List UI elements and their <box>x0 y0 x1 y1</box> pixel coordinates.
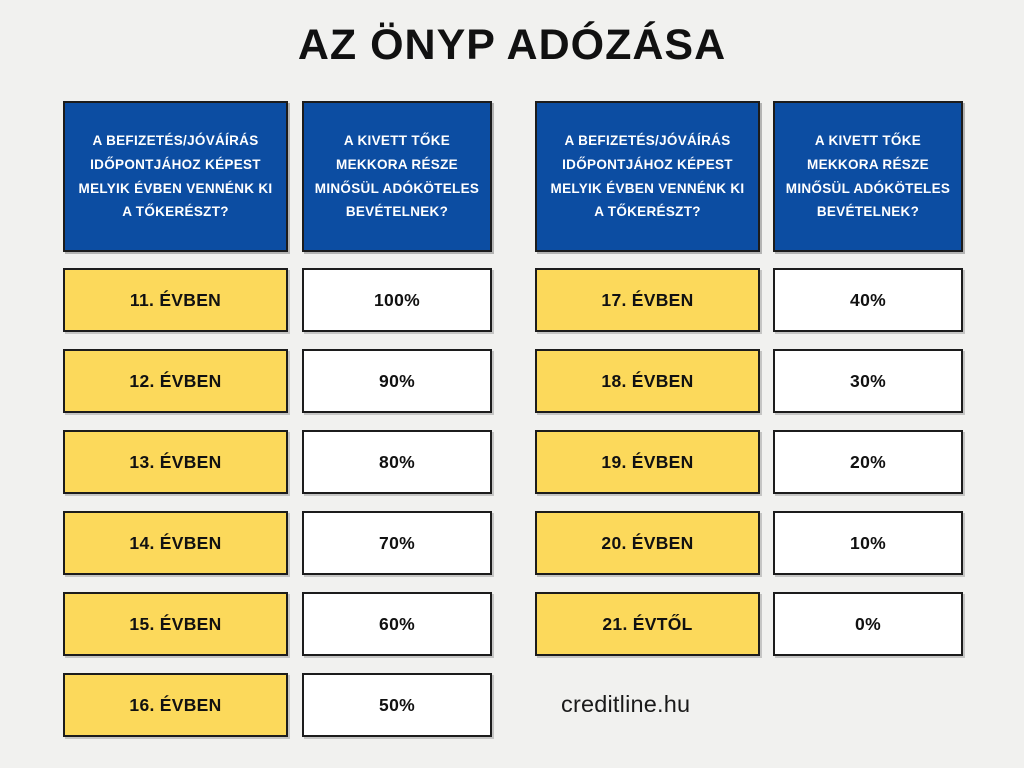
year-cell: 16. ÉVBEN <box>63 673 288 737</box>
percent-cell: 0% <box>773 592 963 656</box>
year-cell: 12. ÉVBEN <box>63 349 288 413</box>
percent-cell: 80% <box>302 430 492 494</box>
year-cell: 13. ÉVBEN <box>63 430 288 494</box>
percent-cell: 100% <box>302 268 492 332</box>
percent-cell: 30% <box>773 349 963 413</box>
year-cell: 19. ÉVBEN <box>535 430 760 494</box>
year-cell: 17. ÉVBEN <box>535 268 760 332</box>
percent-cell: 10% <box>773 511 963 575</box>
percent-cell: 70% <box>302 511 492 575</box>
header-question-year-right: A BEFIZETÉS/JÓVÁÍRÁS IDŐPONTJÁHOZ KÉPEST… <box>535 101 760 252</box>
year-cell: 14. ÉVBEN <box>63 511 288 575</box>
page-title: AZ ÖNYP ADÓZÁSA <box>297 21 727 69</box>
header-question-year-left: A BEFIZETÉS/JÓVÁÍRÁS IDŐPONTJÁHOZ KÉPEST… <box>63 101 288 252</box>
year-cell: 20. ÉVBEN <box>535 511 760 575</box>
year-cell: 18. ÉVBEN <box>535 349 760 413</box>
percent-cell: 20% <box>773 430 963 494</box>
percent-cell: 40% <box>773 268 963 332</box>
year-cell: 21. ÉVTŐL <box>535 592 760 656</box>
header-question-pct-left: A KIVETT TŐKE MEKKORA RÉSZE MINŐSÜL ADÓK… <box>302 101 492 252</box>
percent-cell: 90% <box>302 349 492 413</box>
percent-cell: 60% <box>302 592 492 656</box>
header-question-pct-right: A KIVETT TŐKE MEKKORA RÉSZE MINŐSÜL ADÓK… <box>773 101 963 252</box>
percent-cell: 50% <box>302 673 492 737</box>
year-cell: 11. ÉVBEN <box>63 268 288 332</box>
year-cell: 15. ÉVBEN <box>63 592 288 656</box>
brand-credit: creditline.hu <box>561 691 691 717</box>
